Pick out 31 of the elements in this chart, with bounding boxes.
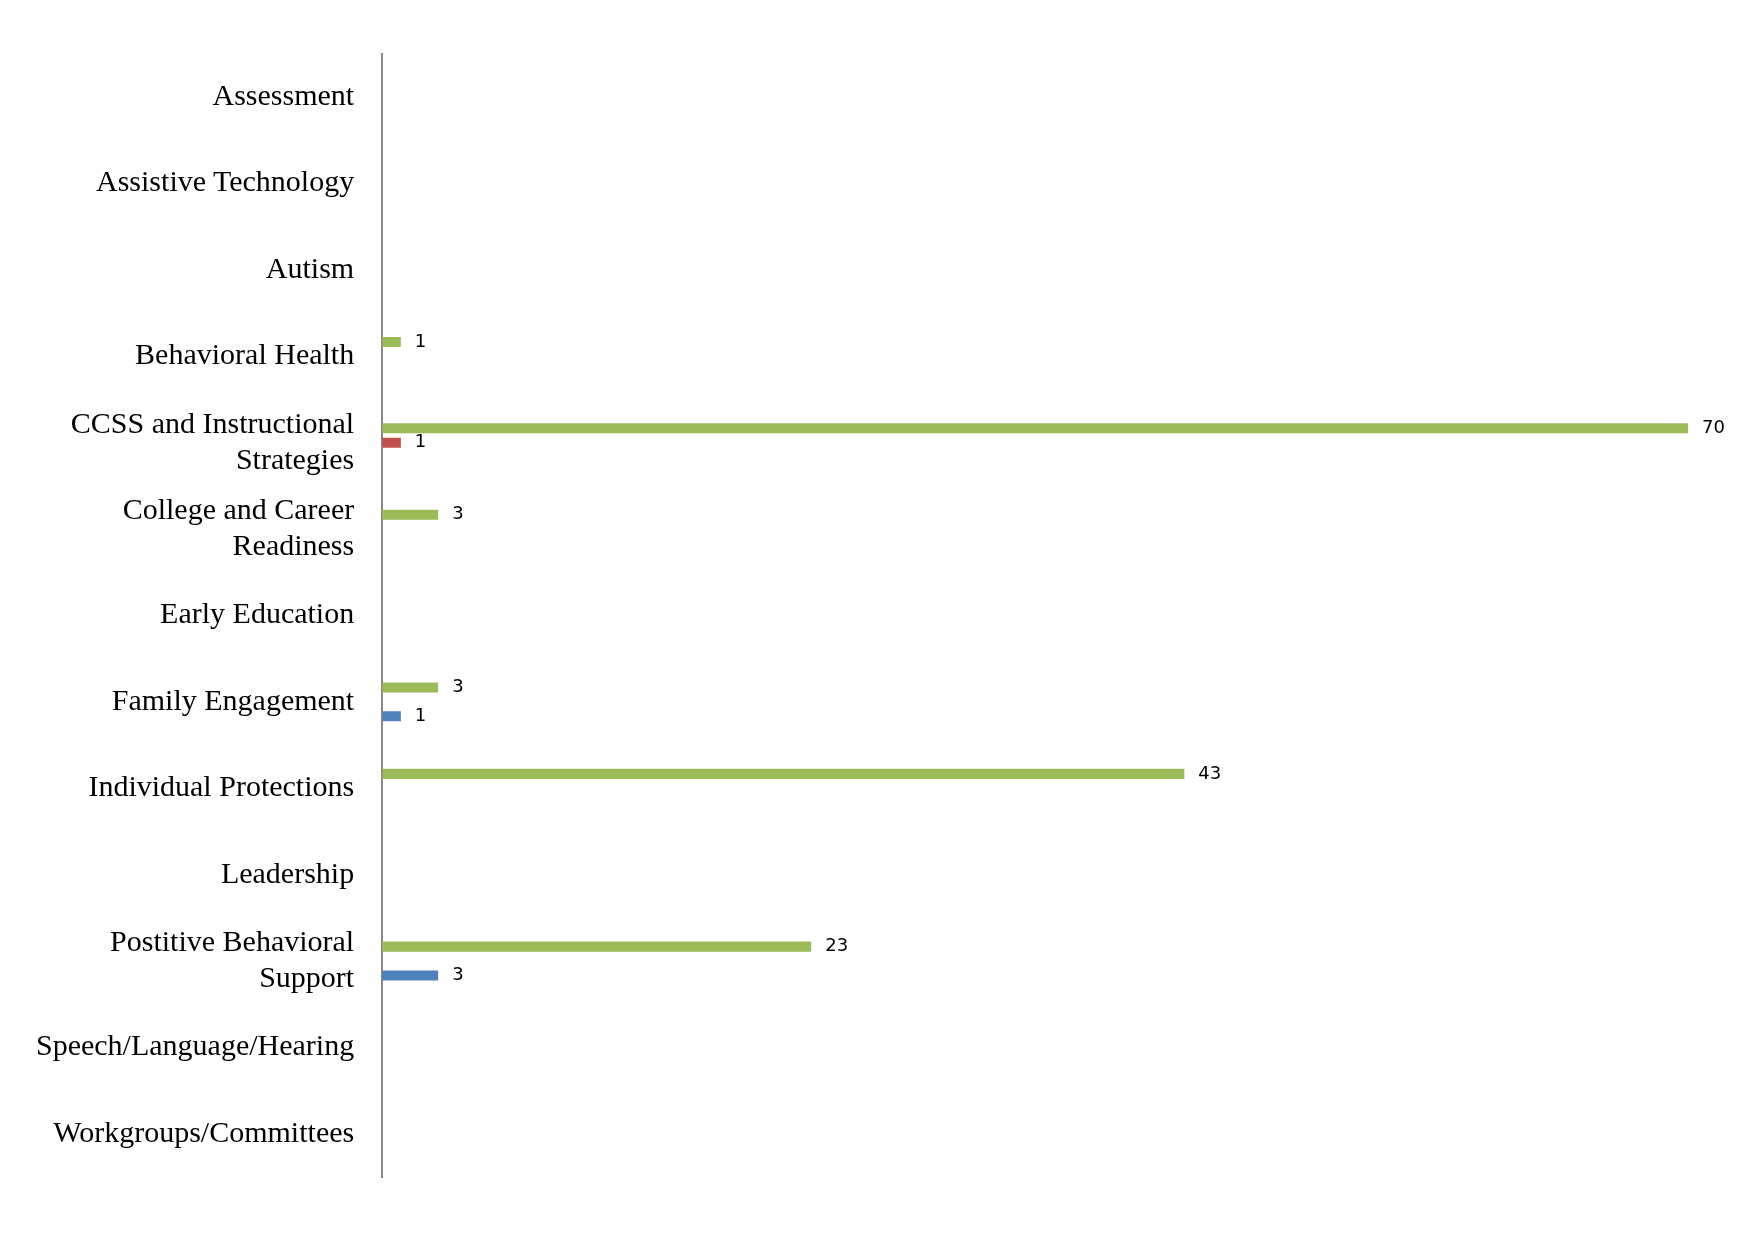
bar (382, 768, 1185, 779)
y-tick-label: Workgroups/Committees (53, 1114, 355, 1148)
data-label: 70 (1702, 416, 1725, 438)
data-label: 1 (414, 430, 427, 452)
y-tick-label: Individual Protections (88, 769, 355, 803)
y-tick-label: Leadership (220, 855, 355, 889)
bar (382, 970, 439, 981)
data-label: 3 (452, 963, 464, 985)
y-tick-label: Speech/Language/Hearing (35, 1028, 355, 1062)
bar (382, 509, 439, 520)
bar (382, 941, 812, 952)
bar (382, 423, 1688, 434)
y-tick-label: College and Career Readiness (122, 491, 355, 561)
y-tick-label: Postitive Behavioral Support (110, 923, 355, 993)
bar (382, 711, 401, 722)
y-tick-label: Early Education (160, 596, 355, 630)
y-tick-label: Autism (265, 250, 355, 284)
y-tick-label: Family Engagement (111, 682, 355, 716)
y-tick-label: Behavioral Health (135, 337, 355, 371)
data-label: 3 (452, 502, 464, 524)
data-label: 3 (452, 675, 464, 697)
data-label: 23 (825, 934, 849, 956)
y-tick-label: CCSS and Instructional Strategies (70, 405, 355, 475)
y-tick-label: Assistive Technology (96, 164, 355, 198)
data-label: 1 (414, 703, 427, 725)
bar (382, 336, 401, 347)
bar (382, 682, 439, 693)
bar (382, 437, 401, 448)
data-label: 1 (414, 329, 427, 351)
y-tick-label: Assessment (212, 78, 355, 112)
data-label: 43 (1198, 761, 1222, 783)
